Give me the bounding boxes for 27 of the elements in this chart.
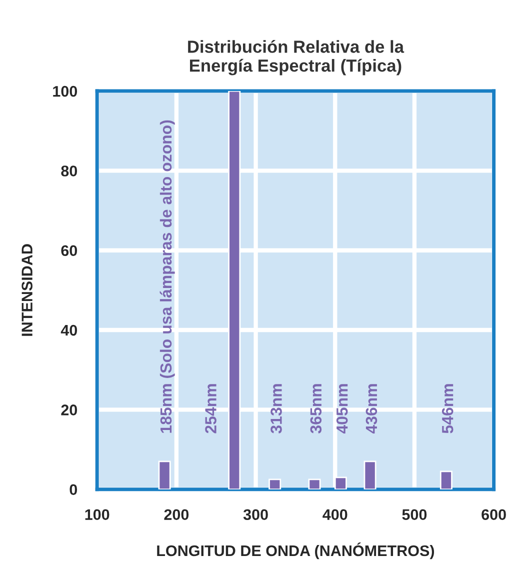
bar — [158, 460, 171, 490]
bar — [440, 470, 452, 490]
y-tick-label: 100 — [53, 86, 78, 97]
annotation: 365nm — [310, 384, 322, 434]
annotation: 254nm — [205, 384, 216, 434]
annotation: 405nm — [336, 384, 348, 434]
x-tick-label: 200 — [164, 509, 189, 520]
x-tick-label: 600 — [482, 509, 506, 520]
x-tick-label: 300 — [243, 509, 268, 520]
y-tick-label: 80 — [61, 166, 78, 176]
y-tick-label: 40 — [60, 324, 78, 336]
bar — [308, 478, 321, 490]
chart-title: Distribución Relativa de la Energía Espectral (Típica) — [188, 40, 404, 76]
x-tick-label: 500 — [402, 509, 427, 520]
y-axis-title: INTENSIDAD — [22, 244, 32, 336]
annotation: 436nm — [366, 384, 378, 434]
x-axis-title: LONGITUD DE ONDA (NANÓMETROS) — [157, 542, 434, 560]
annotation: 313nm — [270, 384, 282, 434]
y-tick-label: 0 — [70, 484, 78, 496]
annotation: 546nm — [442, 384, 454, 434]
y-tick-label: 60 — [61, 245, 78, 256]
bar — [364, 460, 376, 490]
annotation: 185nm (Solo usa lámparas de alto ozono) — [160, 120, 175, 433]
x-tick-label: 100 — [85, 509, 110, 520]
x-tick-label: 400 — [322, 509, 348, 520]
bar — [268, 478, 282, 490]
y-tick-label: 20 — [61, 404, 78, 416]
